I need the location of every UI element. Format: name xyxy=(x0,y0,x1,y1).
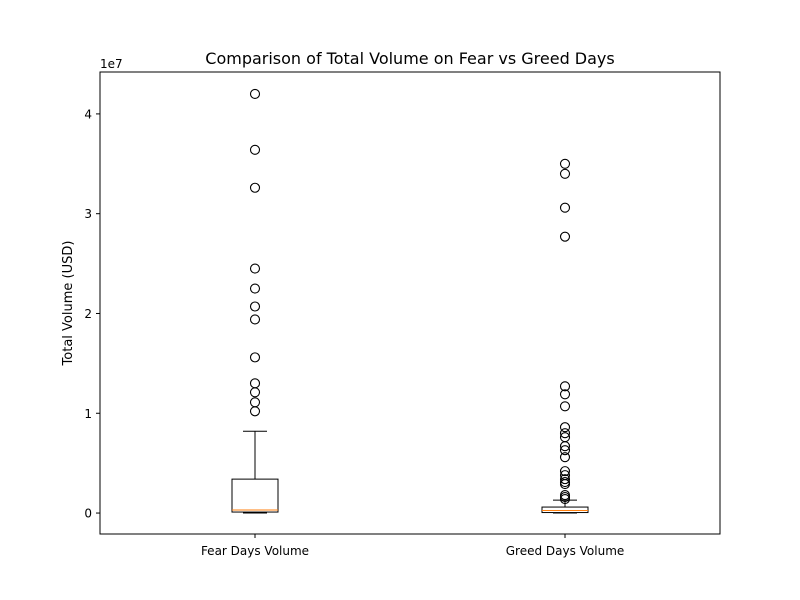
outlier-point xyxy=(559,470,571,481)
outlier-point xyxy=(559,381,571,392)
outlier-point xyxy=(559,168,571,179)
outlier-point xyxy=(249,397,261,408)
outlier-point xyxy=(249,144,261,155)
chart-title: Comparison of Total Volume on Fear vs Gr… xyxy=(205,49,614,68)
outlier-point xyxy=(249,283,261,294)
y-axis-offset-label: 1e7 xyxy=(100,57,123,71)
plot-area xyxy=(231,88,589,514)
y-tick-label: 1 xyxy=(84,407,92,421)
outlier-point xyxy=(559,401,571,412)
outlier-point xyxy=(559,474,571,485)
plot-frame xyxy=(99,71,721,535)
outlier-point xyxy=(559,445,571,456)
outlier-point xyxy=(559,202,571,213)
outlier-point xyxy=(559,231,571,242)
x-tick-label: Fear Days Volume xyxy=(201,544,309,558)
x-tick-label: Greed Days Volume xyxy=(506,544,625,558)
outlier-point xyxy=(559,432,571,443)
outlier-point xyxy=(559,428,571,439)
outlier-point xyxy=(249,378,261,389)
y-axis-label: Total Volume (USD) xyxy=(61,241,76,367)
box-iqr xyxy=(231,478,279,513)
y-tick-label: 4 xyxy=(84,107,92,121)
outlier-point xyxy=(559,466,571,477)
outlier-point xyxy=(559,477,571,488)
outlier-point xyxy=(249,301,261,312)
outlier-point xyxy=(249,352,261,363)
outlier-point xyxy=(559,422,571,433)
box-iqr xyxy=(541,506,589,514)
outlier-point xyxy=(249,263,261,274)
outlier-point xyxy=(249,182,261,193)
outlier-point xyxy=(559,389,571,400)
box-group xyxy=(541,158,589,514)
outlier-point xyxy=(249,88,261,100)
box-group xyxy=(231,88,279,514)
outlier-point xyxy=(559,158,571,169)
axes: 0 1 2 3 4 Fear Days Volume Greed Days Volume xyxy=(84,107,624,558)
y-tick-label: 3 xyxy=(84,207,92,221)
outlier-point xyxy=(559,452,571,463)
y-tick-label: 2 xyxy=(84,307,92,321)
y-tick-label: 0 xyxy=(84,507,92,521)
outlier-point xyxy=(559,490,571,501)
outlier-point xyxy=(249,314,261,325)
